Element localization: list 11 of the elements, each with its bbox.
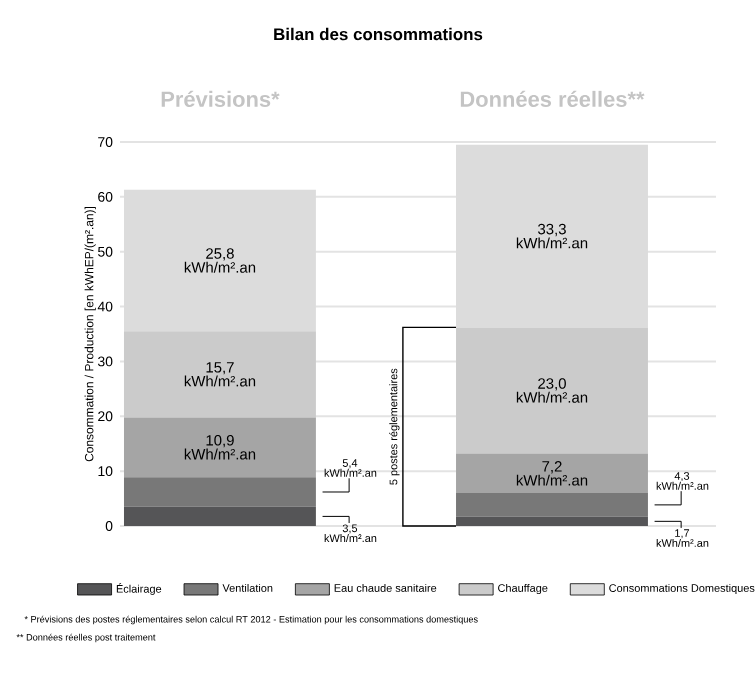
bar bbox=[123, 477, 316, 507]
chart-title: Bilan des consommations bbox=[274, 27, 483, 41]
bar bbox=[456, 493, 648, 517]
x-tick-label: Prévisions* bbox=[161, 90, 280, 107]
bar bbox=[123, 331, 316, 418]
bar bbox=[456, 516, 648, 526]
x-tick-label: Données réelles** bbox=[460, 90, 645, 107]
bar bbox=[123, 506, 316, 526]
bar bbox=[456, 453, 648, 494]
bar bbox=[123, 417, 316, 478]
bar bbox=[456, 327, 648, 454]
